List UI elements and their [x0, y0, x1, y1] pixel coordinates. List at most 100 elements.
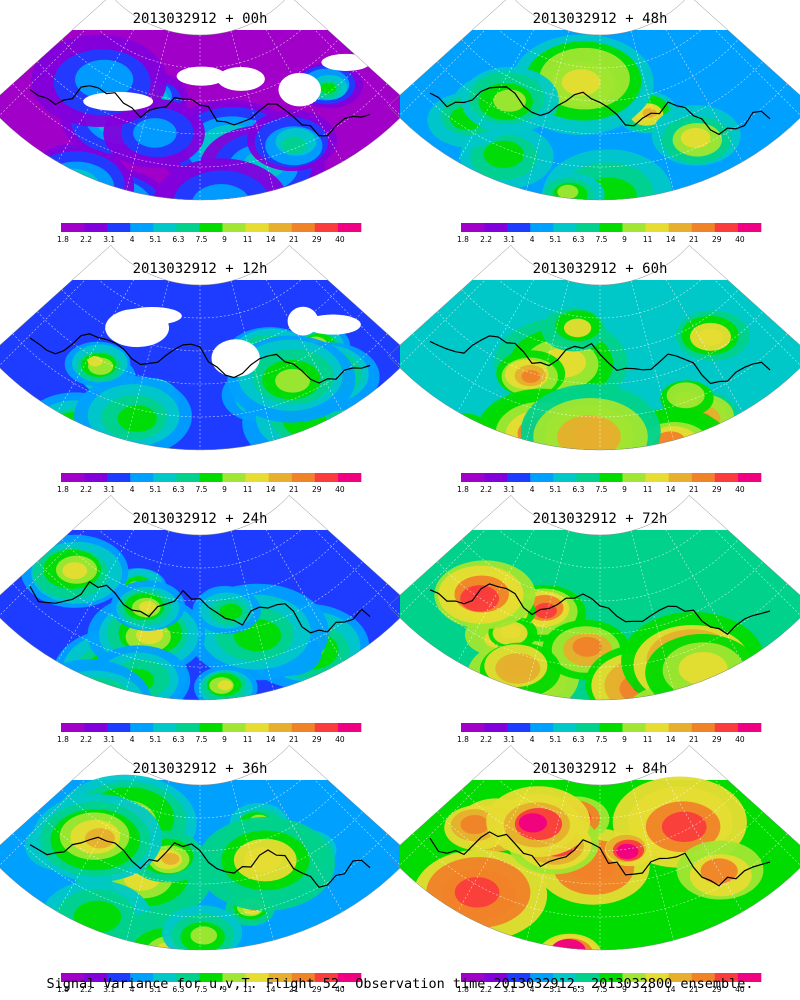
colorbar-swatch — [314, 973, 339, 982]
colorbar: 1.8 2.2 3.1 4 5.1 6.3 7.5 9 11 14 21 29 40 — [457, 973, 762, 994]
colorbar-swatch — [714, 973, 739, 982]
colorbar-swatch — [461, 223, 485, 232]
colorbar-swatch — [599, 473, 623, 482]
colorbar-swatch — [61, 223, 85, 232]
colorbar-swatch — [484, 723, 508, 732]
colorbar-swatch — [461, 473, 485, 482]
panel-title: 2013032912 + 60h — [533, 261, 668, 277]
colorbar-label: 1.8 — [57, 735, 69, 744]
colorbar-label: 6.3 — [172, 485, 184, 494]
colorbar-swatch — [107, 473, 131, 482]
colorbar-label: 7.5 — [596, 985, 608, 994]
colorbar-label: 2.2 — [80, 985, 92, 994]
colorbar-label: 4 — [530, 985, 535, 994]
colorbar-swatch — [245, 973, 269, 982]
panel-title: 2013032912 + 00h — [133, 11, 268, 27]
colorbar-swatch — [691, 723, 716, 732]
colorbar-swatch — [461, 973, 485, 982]
coastline — [429, 86, 771, 136]
colorbar-swatch — [222, 973, 246, 982]
variance-field — [0, 749, 402, 951]
colorbar-label: 4 — [130, 735, 135, 744]
panel-title: 2013032912 + 36h — [133, 761, 268, 777]
colorbar: 1.8 2.2 3.1 4 5.1 6.3 7.5 9 11 14 21 29 40 — [57, 973, 362, 994]
colorbar-label: 9 — [622, 235, 627, 244]
map-panel: 2013032912 + 60h 1.8 2.2 3.1 4 5.1 6.3 7.5 9 11 14… — [387, 244, 800, 494]
colorbar-label: 29 — [712, 735, 722, 744]
colorbar-swatch — [84, 223, 108, 232]
colorbar-label: 7.5 — [596, 235, 608, 244]
colorbar-label: 29 — [712, 485, 722, 494]
colorbar-label: 3.1 — [503, 235, 515, 244]
coastline — [29, 580, 371, 634]
colorbar-swatch — [291, 223, 316, 232]
colorbar-swatch — [245, 723, 269, 732]
colorbar-swatch — [507, 473, 531, 482]
colorbar-label: 11 — [243, 985, 253, 994]
colorbar-label: 2.2 — [480, 985, 492, 994]
colorbar-swatch — [268, 473, 293, 482]
colorbar-swatch — [199, 723, 223, 732]
variance-field — [0, 249, 402, 451]
map-panel: 2013032912 + 48h 1.8 2.2 3.1 4 5.1 6.3 7.5 9 11 14… — [387, 0, 800, 244]
colorbar-label: 11 — [643, 235, 653, 244]
colorbar: 1.8 2.2 3.1 4 5.1 6.3 7.5 9 11 14 21 29 40 — [57, 473, 362, 494]
colorbar-label: 21 — [289, 985, 299, 994]
colorbar-swatch — [576, 473, 600, 482]
colorbar-label: 1.8 — [57, 985, 69, 994]
colorbar-swatch — [199, 973, 223, 982]
colorbar-label: 7.5 — [196, 985, 208, 994]
colorbar-swatch — [61, 723, 85, 732]
colorbar-label: 9 — [622, 985, 627, 994]
panel-title: 2013032912 + 48h — [533, 11, 668, 27]
colorbar-label: 7.5 — [196, 735, 208, 744]
colorbar-label: 14 — [266, 235, 276, 244]
colorbar-swatch — [130, 223, 154, 232]
colorbar-label: 5.1 — [549, 985, 561, 994]
colorbar-label: 9 — [622, 735, 627, 744]
colorbar-swatch — [553, 223, 577, 232]
colorbar-label: 21 — [289, 735, 299, 744]
colorbar-swatch — [268, 973, 293, 982]
colorbar-swatch — [530, 973, 554, 982]
colorbar-label: 4 — [530, 735, 535, 744]
colorbar-label: 11 — [643, 735, 653, 744]
colorbar-swatch — [737, 973, 762, 982]
colorbar-swatch — [714, 723, 739, 732]
panel-title: 2013032912 + 12h — [133, 261, 268, 277]
colorbar-label: 3.1 — [503, 735, 515, 744]
colorbar-label: 4 — [530, 485, 535, 494]
colorbar-swatch — [337, 473, 362, 482]
colorbar-label: 40 — [335, 735, 345, 744]
colorbar-swatch — [291, 473, 316, 482]
colorbar-swatch — [737, 473, 762, 482]
colorbar-label: 5.1 — [549, 235, 561, 244]
colorbar-swatch — [645, 223, 669, 232]
colorbar-label: 6.3 — [172, 985, 184, 994]
colorbar-swatch — [176, 723, 200, 732]
colorbar-swatch — [576, 223, 600, 232]
colorbar-swatch — [107, 223, 131, 232]
colorbar-swatch — [576, 723, 600, 732]
colorbar-label: 7.5 — [596, 735, 608, 744]
colorbar-label: 3.1 — [103, 735, 115, 744]
colorbar-swatch — [553, 723, 577, 732]
colorbar-swatch — [84, 973, 108, 982]
colorbar-label: 5.1 — [149, 485, 161, 494]
colorbar-label: 3.1 — [103, 985, 115, 994]
colorbar-label: 1.8 — [457, 985, 469, 994]
colorbar-label: 1.8 — [57, 235, 69, 244]
colorbar-swatch — [337, 973, 362, 982]
colorbar-swatch — [199, 223, 223, 232]
colorbar-swatch — [668, 973, 693, 982]
colorbar-swatch — [222, 223, 246, 232]
colorbar-label: 1.8 — [457, 235, 469, 244]
map-panel: 2013032912 + 84h 1.8 2.2 3.1 4 5.1 6.3 7.5 9 11 14… — [387, 744, 800, 994]
colorbar-swatch — [714, 223, 739, 232]
colorbar-swatch — [668, 473, 693, 482]
colorbar-swatch — [507, 973, 531, 982]
colorbar-label: 2.2 — [80, 735, 92, 744]
colorbar-label: 7.5 — [196, 485, 208, 494]
colorbar-label: 6.3 — [572, 235, 584, 244]
